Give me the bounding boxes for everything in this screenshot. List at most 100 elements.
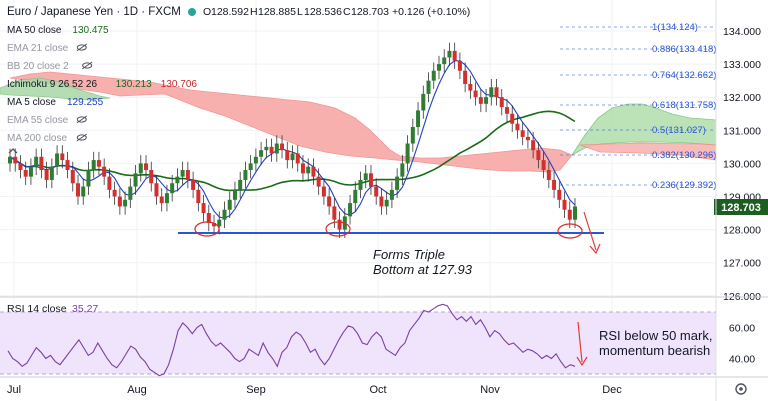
candle-body bbox=[468, 83, 473, 91]
candle-body bbox=[201, 203, 206, 214]
candle-body bbox=[8, 156, 12, 164]
ohlc-l-value: 128.536 bbox=[304, 6, 342, 18]
indicator-row[interactable]: MA 50 close 130.475 bbox=[7, 25, 109, 36]
time-tick-label: Sep bbox=[246, 384, 266, 396]
rsi-label: RSI 14 close bbox=[7, 303, 67, 315]
fib-price: (134.124) bbox=[657, 22, 698, 33]
fib-level-label: 0.618(131.758) bbox=[652, 100, 716, 111]
candle-body bbox=[316, 176, 321, 187]
rsi-tick-label: 60.00 bbox=[729, 323, 755, 335]
fib-price: (131.027) bbox=[665, 125, 706, 136]
eye-slash bbox=[81, 61, 93, 70]
price-tick-label: 128.000 bbox=[723, 225, 761, 237]
fib-price: (133.418) bbox=[676, 44, 717, 55]
candle-body bbox=[499, 97, 504, 108]
collapse-chevron-icon[interactable] bbox=[8, 148, 18, 154]
ohlc-c-key: C bbox=[343, 6, 351, 18]
candle-body bbox=[552, 179, 557, 190]
candle-body bbox=[311, 166, 316, 177]
eye-hidden-icon[interactable] bbox=[76, 43, 88, 52]
indicator-label: Ichimoku 9 26 52 26 bbox=[7, 79, 97, 90]
settings-gear-icon[interactable] bbox=[735, 383, 747, 395]
indicator-label: EMA 21 close bbox=[7, 43, 69, 54]
candle-body bbox=[91, 160, 96, 171]
candle-body bbox=[285, 150, 290, 161]
fib-level-label: 0.5(131.027) bbox=[652, 125, 706, 136]
candle-body bbox=[332, 206, 337, 220]
candle-body bbox=[300, 163, 305, 174]
indicator-row[interactable]: EMA 21 close bbox=[7, 43, 88, 54]
candle-body bbox=[321, 186, 326, 197]
candle-body bbox=[306, 166, 311, 174]
candle-body bbox=[348, 203, 353, 217]
fib-ratio: 0.5 bbox=[652, 125, 665, 136]
candle-body bbox=[164, 193, 169, 204]
indicator-row[interactable]: BB 20 close 2 bbox=[7, 61, 93, 72]
candle-body bbox=[60, 153, 65, 161]
candle-body bbox=[232, 189, 237, 200]
cloud-bullish-segment-left bbox=[0, 77, 111, 101]
ohlc-o-key: O bbox=[203, 6, 211, 18]
indicator-value: 130.475 bbox=[72, 25, 109, 36]
rsi-down-arrow bbox=[577, 321, 583, 363]
indicator-legend[interactable]: MA 50 close 130.475 EMA 21 close BB 20 clos… bbox=[7, 25, 197, 154]
price-axis[interactable]: 134.000133.000132.000131.000130.000129.0… bbox=[723, 26, 761, 303]
indicator-value: 129.255 bbox=[67, 97, 104, 108]
candle-body bbox=[541, 160, 546, 171]
candle-body bbox=[405, 143, 410, 164]
candle-body bbox=[243, 170, 248, 180]
eye-slash bbox=[76, 43, 88, 52]
candle-body bbox=[39, 156, 44, 171]
time-axis[interactable]: Jul Aug Sep Oct Nov Dec bbox=[7, 384, 622, 396]
candle-body bbox=[447, 50, 452, 58]
eye-hidden-icon[interactable] bbox=[81, 61, 93, 70]
candle-body bbox=[463, 70, 468, 84]
rsi-note-line2: momentum bearish bbox=[599, 343, 710, 358]
eye-hidden-icon[interactable] bbox=[76, 115, 88, 124]
candle-body bbox=[13, 156, 18, 164]
candle-body bbox=[557, 189, 562, 200]
candle-body bbox=[28, 166, 33, 177]
candle-body bbox=[484, 97, 489, 104]
indicator-row[interactable]: EMA 55 close bbox=[7, 115, 88, 126]
candle-body bbox=[222, 209, 227, 220]
candle-body bbox=[144, 163, 149, 171]
bottom-marker-3 bbox=[557, 223, 583, 239]
ichimoku-cloud bbox=[0, 71, 717, 173]
candle-body bbox=[536, 150, 541, 161]
candle-body bbox=[374, 186, 379, 197]
candle-body bbox=[290, 153, 295, 161]
fib-ratio: 0.236 bbox=[652, 180, 676, 191]
fib-level-label: 0.886(133.418) bbox=[652, 44, 716, 55]
candle-body bbox=[327, 196, 332, 207]
indicator-label: EMA 55 close bbox=[7, 115, 69, 126]
ohlc-h-key: H bbox=[250, 6, 258, 18]
rsi-line bbox=[7, 303, 576, 377]
candle-body bbox=[410, 126, 415, 144]
candle-body bbox=[248, 163, 253, 171]
bearish-arrow bbox=[583, 211, 597, 251]
eye-hidden-icon[interactable] bbox=[76, 133, 88, 142]
fib-ratio: 0.886 bbox=[652, 44, 676, 55]
candle-body bbox=[368, 173, 373, 187]
candle-body bbox=[227, 199, 232, 210]
price-tick-label: 132.000 bbox=[723, 92, 761, 104]
rsi-note-line1: RSI below 50 mark, bbox=[599, 328, 712, 343]
time-tick-label: Nov bbox=[480, 384, 500, 396]
time-tick-label: Aug bbox=[127, 384, 147, 396]
indicator-row[interactable]: MA 200 close bbox=[7, 133, 88, 144]
candle-body bbox=[280, 143, 285, 151]
last-price-value: 128.703 bbox=[721, 202, 761, 214]
candle-body bbox=[217, 219, 222, 227]
indicator-label: MA 5 close bbox=[7, 97, 56, 108]
price-tick-label: 134.000 bbox=[723, 26, 761, 38]
symbol-title: Euro / Japanese Yen · 1D · FXCM bbox=[7, 6, 181, 18]
last-price-badge bbox=[714, 199, 768, 215]
candle-body bbox=[180, 170, 185, 177]
indicator-row[interactable]: MA 5 close 129.255 bbox=[7, 97, 104, 108]
candle-body bbox=[185, 170, 190, 180]
fib-ratio: 0.764 bbox=[652, 70, 676, 81]
bearish-arrow-head bbox=[589, 243, 601, 255]
indicator-row[interactable]: Ichimoku 9 26 52 26 130.213 130.706 bbox=[7, 79, 197, 90]
